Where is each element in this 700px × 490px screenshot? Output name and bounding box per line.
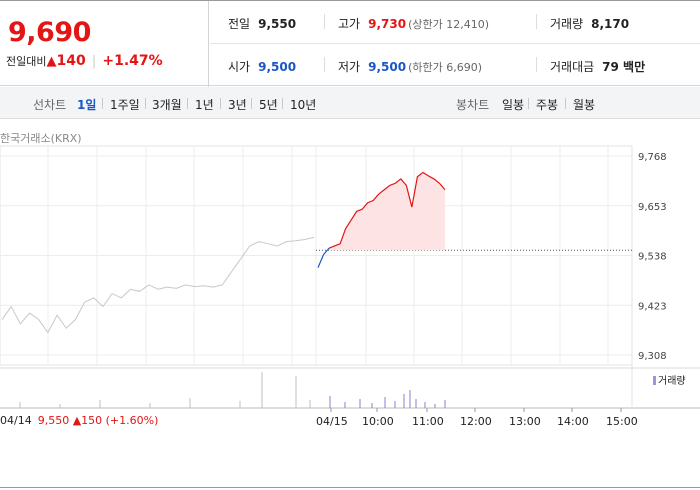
- divider: [536, 57, 537, 72]
- change-percent: +1.47%: [102, 53, 163, 69]
- tab-1w[interactable]: 1주일: [110, 98, 140, 112]
- trade-value-amount: 79 백만: [602, 60, 646, 74]
- x-tick-label: 15:00: [606, 415, 638, 428]
- prev-day-date: 04/14: [0, 414, 32, 427]
- volume-legend: 거래량: [653, 372, 686, 387]
- divider: [187, 98, 188, 109]
- upper-limit: (상한가 12,410): [408, 18, 489, 31]
- info-row-2: 시가 9,500 저가 9,500 (하한가 6,690) 거래대금 79 백만: [210, 44, 700, 87]
- prev-close-label: 전일: [228, 17, 251, 31]
- prev-day-change: 9,550 ▲150 (+1.60%): [37, 414, 159, 427]
- legend-label: 거래량: [658, 376, 686, 387]
- tab-1d[interactable]: 1일: [77, 98, 97, 112]
- candle-chart-label: 봉차트: [456, 98, 490, 112]
- prev-day-series: [1, 236, 315, 334]
- high-label: 고가: [338, 17, 361, 31]
- y-tick-label: 9,423: [638, 301, 667, 312]
- low-value: 9,500: [368, 60, 407, 74]
- high-price: 고가 9,730 (상한가 12,410): [338, 15, 489, 32]
- prev-day-summary: 04/14 9,550 ▲150 (+1.60%): [0, 414, 158, 427]
- line-chart-label: 선차트: [33, 98, 67, 112]
- chart-period-tabs: 선차트 1일 1주일 3개월 1년 3년 5년 10년 봉차트 일봉 주봉 월봉: [0, 87, 700, 119]
- tab-3m[interactable]: 3개월: [152, 98, 182, 112]
- divider: [528, 98, 529, 109]
- y-axis-labels: 9,768 9,653 9,538 9,423 9,308: [638, 152, 667, 362]
- prev-day-line: [1, 236, 315, 334]
- today-series-below-ref: [317, 247, 330, 268]
- high-value: 9,730: [368, 17, 407, 31]
- y-tick-label: 9,308: [638, 351, 667, 362]
- divider: [0, 487, 700, 488]
- x-axis-labels: 04/15 10:00 11:00 12:00 13:00 14:00 15:00: [316, 408, 638, 428]
- tab-1y[interactable]: 1년: [195, 98, 214, 112]
- change-label: 전일대비: [6, 55, 47, 68]
- y-tick-label: 9,653: [638, 202, 667, 213]
- change-row: 전일대비▲140 | +1.47%: [6, 53, 163, 69]
- volume-bars: [19, 372, 446, 408]
- open-price: 시가 9,500: [228, 58, 296, 75]
- divider: [220, 98, 221, 109]
- change-amount: 140: [56, 53, 86, 69]
- today-fill-area: [329, 172, 445, 251]
- tab-3y[interactable]: 3년: [228, 98, 247, 112]
- low-label: 저가: [338, 60, 361, 74]
- volume-value: 8,170: [591, 17, 630, 31]
- x-tick-label: 11:00: [412, 415, 444, 428]
- y-tick-label: 9,768: [638, 152, 667, 163]
- tab-weekly-candle[interactable]: 주봉: [536, 98, 559, 112]
- volume: 거래량 8,170: [550, 15, 629, 32]
- trade-value: 거래대금 79 백만: [550, 58, 645, 75]
- current-price-box: 9,690 전일대비▲140 | +1.47%: [0, 1, 209, 87]
- today-series-above-ref: [328, 171, 446, 249]
- divider: [145, 98, 146, 109]
- lower-limit: (하한가 6,690): [408, 61, 482, 74]
- open-label: 시가: [228, 60, 251, 74]
- prev-close-value: 9,550: [258, 17, 297, 31]
- x-tick-label: 04/15: [316, 415, 348, 428]
- divider: [324, 57, 325, 72]
- low-price: 저가 9,500 (하한가 6,690): [338, 58, 482, 75]
- divider: [565, 98, 566, 109]
- divider: [282, 98, 283, 109]
- divider: [536, 14, 537, 29]
- open-value: 9,500: [258, 60, 297, 74]
- today-line: [317, 171, 446, 268]
- up-arrow-icon: ▲: [46, 54, 57, 69]
- x-tick-label: 14:00: [557, 415, 589, 428]
- quote-header: 9,690 전일대비▲140 | +1.47% 전일 9,550 고가 9,730(…: [0, 0, 700, 87]
- x-tick-label: 13:00: [509, 415, 541, 428]
- prev-close: 전일 9,550: [228, 15, 296, 32]
- x-tick-label: 10:00: [362, 415, 394, 428]
- exchange-label: 한국거래소(KRX): [0, 132, 82, 145]
- x-tick-label: 12:00: [460, 415, 492, 428]
- volume-label: 거래량: [550, 17, 584, 31]
- trade-value-label: 거래대금: [550, 60, 595, 74]
- today-area-fill: [329, 172, 445, 251]
- tab-monthly-candle[interactable]: 월봉: [573, 98, 596, 112]
- tab-daily-candle[interactable]: 일봉: [502, 98, 525, 112]
- tab-10y[interactable]: 10년: [290, 98, 317, 112]
- chart-grid: [0, 145, 700, 409]
- info-row-1: 전일 9,550 고가 9,730 (상한가 12,410) 거래량 8,170: [210, 1, 700, 44]
- y-tick-label: 9,538: [638, 252, 667, 263]
- current-price: 9,690: [8, 17, 91, 48]
- divider: [251, 98, 252, 109]
- divider: |: [91, 54, 97, 69]
- divider: [324, 14, 325, 29]
- divider: [102, 98, 103, 109]
- legend-swatch: [653, 376, 656, 385]
- tab-5y[interactable]: 5년: [259, 98, 278, 112]
